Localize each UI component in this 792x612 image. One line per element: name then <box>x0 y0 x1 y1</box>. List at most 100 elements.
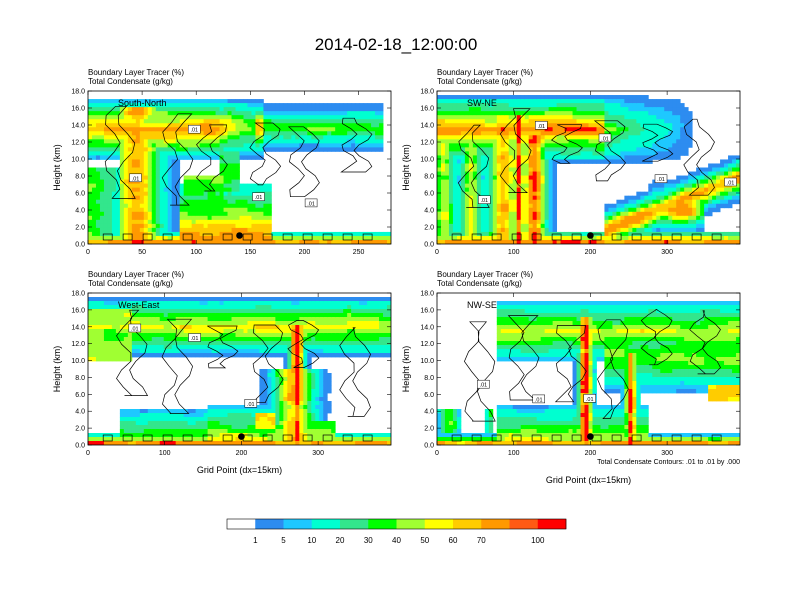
colorbar-label: 40 <box>392 536 401 545</box>
contour-label: .01 <box>188 333 201 342</box>
contour-label: .01 <box>724 177 737 187</box>
contour-label: .01 <box>304 198 318 207</box>
x-tick-label: 50 <box>138 249 146 256</box>
y-tick-label: 2.0 <box>75 225 85 232</box>
panel-top-left: Boundary Layer Tracer (%)Total Condensat… <box>52 68 392 256</box>
panels: Boundary Layer Tracer (%)Total Condensat… <box>52 68 741 485</box>
colorbar-label: 20 <box>336 536 345 545</box>
colorbar-label: 30 <box>364 536 373 545</box>
y-tick-label: 14.0 <box>420 123 434 130</box>
y-tick-label: 16.0 <box>71 106 85 113</box>
svg-text:.01: .01 <box>727 181 735 187</box>
x-tick-label: 0 <box>435 249 439 256</box>
colorbar-swatch <box>424 519 454 529</box>
y-tick-label: 2.0 <box>75 426 85 433</box>
y-tick-label: 8.0 <box>75 174 85 181</box>
x-tick-label: 200 <box>299 249 311 256</box>
panel-bottom-right: Boundary Layer Tracer (%)Total Condensat… <box>401 270 741 485</box>
colorbar: 1 5 10 20 30 40 50 60 70 100 <box>226 518 567 545</box>
contour-label: .01 <box>598 133 612 142</box>
location-marker <box>238 433 245 440</box>
condensate-contours <box>451 309 722 442</box>
y-tick-label: 8.0 <box>424 174 434 181</box>
panel-title-line: Total Condensate (g/kg) <box>437 77 522 86</box>
y-tick-label: 18.0 <box>420 291 434 298</box>
colorbar-swatch <box>311 519 341 529</box>
svg-text:.01: .01 <box>255 195 263 201</box>
y-tick-label: 6.0 <box>424 191 434 198</box>
panel-top-right: Boundary Layer Tracer (%)Total Condensat… <box>401 68 741 256</box>
x-tick-label: 100 <box>508 249 520 256</box>
panel-bottom-left: Boundary Layer Tracer (%)Total Condensat… <box>52 270 392 475</box>
x-tick-label: 150 <box>244 249 256 256</box>
contour-label: .01 <box>244 399 258 408</box>
contour-label: .01 <box>478 195 491 204</box>
contour-label: .01 <box>188 124 201 134</box>
plot-frame <box>436 292 741 446</box>
contour-label: .01 <box>252 192 265 201</box>
svg-text:.01: .01 <box>480 198 488 204</box>
y-tick-label: 10.0 <box>71 157 85 164</box>
y-tick-label: 4.0 <box>424 409 434 416</box>
panel-title-line: Boundary Layer Tracer (%) <box>88 270 184 279</box>
contour-label: .01 <box>654 174 668 183</box>
x-tick-label: 100 <box>190 249 202 256</box>
x-axis-label: Grid Point (dx=15km) <box>197 465 282 475</box>
plot-frame <box>87 90 392 245</box>
svg-text:.01: .01 <box>537 124 545 130</box>
colorbar-label: 100 <box>531 536 545 545</box>
y-tick-label: 16.0 <box>420 307 434 314</box>
x-tick-label: 300 <box>312 450 324 457</box>
svg-text:.01: .01 <box>190 128 198 134</box>
svg-text:.01: .01 <box>307 201 315 207</box>
y-tick-label: 4.0 <box>424 208 434 215</box>
y-tick-label: 0.0 <box>75 443 85 450</box>
contour-label: .01 <box>583 394 596 403</box>
x-tick-label: 300 <box>661 249 673 256</box>
inset-label: South-North <box>118 98 167 108</box>
panel-title-line: Boundary Layer Tracer (%) <box>437 68 533 77</box>
y-tick-label: 10.0 <box>420 358 434 365</box>
colorbar-swatch <box>453 519 482 529</box>
y-tick-label: 2.0 <box>424 426 434 433</box>
y-tick-label: 6.0 <box>75 392 85 399</box>
y-tick-label: 0.0 <box>75 242 85 249</box>
inset-label: SW-NE <box>467 98 497 108</box>
y-axis-label: Height (km) <box>52 144 62 191</box>
panel-title-line: Total Condensate (g/kg) <box>437 279 522 288</box>
contour-label: .01 <box>129 173 142 182</box>
colorbar-label: 60 <box>449 536 458 545</box>
y-tick-label: 12.0 <box>420 140 434 147</box>
contour-label: .01 <box>535 121 548 130</box>
condensate-contours <box>102 105 373 241</box>
y-tick-label: 18.0 <box>71 89 85 96</box>
x-tick-label: 250 <box>353 249 365 256</box>
y-tick-label: 14.0 <box>71 324 85 331</box>
colorbar-label: 70 <box>477 536 486 545</box>
colorbar-swatch <box>481 519 510 529</box>
y-tick-label: 6.0 <box>75 191 85 198</box>
x-tick-label: 100 <box>159 450 171 457</box>
y-tick-label: 4.0 <box>75 208 85 215</box>
inset-label: NW-SE <box>467 300 497 310</box>
svg-text:.01: .01 <box>132 176 140 182</box>
panel-title-line: Total Condensate (g/kg) <box>88 279 173 288</box>
x-tick-label: 0 <box>86 450 90 457</box>
contour-footnote: Total Condensate Contours: .01 to .01 by… <box>597 459 740 466</box>
colorbar-swatch <box>340 519 369 529</box>
colorbar-swatch <box>283 519 313 529</box>
y-tick-label: 18.0 <box>71 291 85 298</box>
colorbar-swatch <box>396 519 426 529</box>
filled-field <box>437 301 740 445</box>
svg-text:.01: .01 <box>657 177 665 183</box>
location-marker <box>587 433 594 440</box>
y-axis-label: Height (km) <box>401 144 411 191</box>
location-marker <box>236 232 243 239</box>
y-tick-label: 14.0 <box>71 123 85 130</box>
x-tick-label: 0 <box>435 450 439 457</box>
contour-label: .01 <box>128 323 142 333</box>
y-axis-label: Height (km) <box>401 346 411 393</box>
condensate-contours <box>102 309 373 442</box>
figure-title: 2014-02-18_12:00:00 <box>315 35 478 54</box>
colorbar-label: 10 <box>307 536 316 545</box>
